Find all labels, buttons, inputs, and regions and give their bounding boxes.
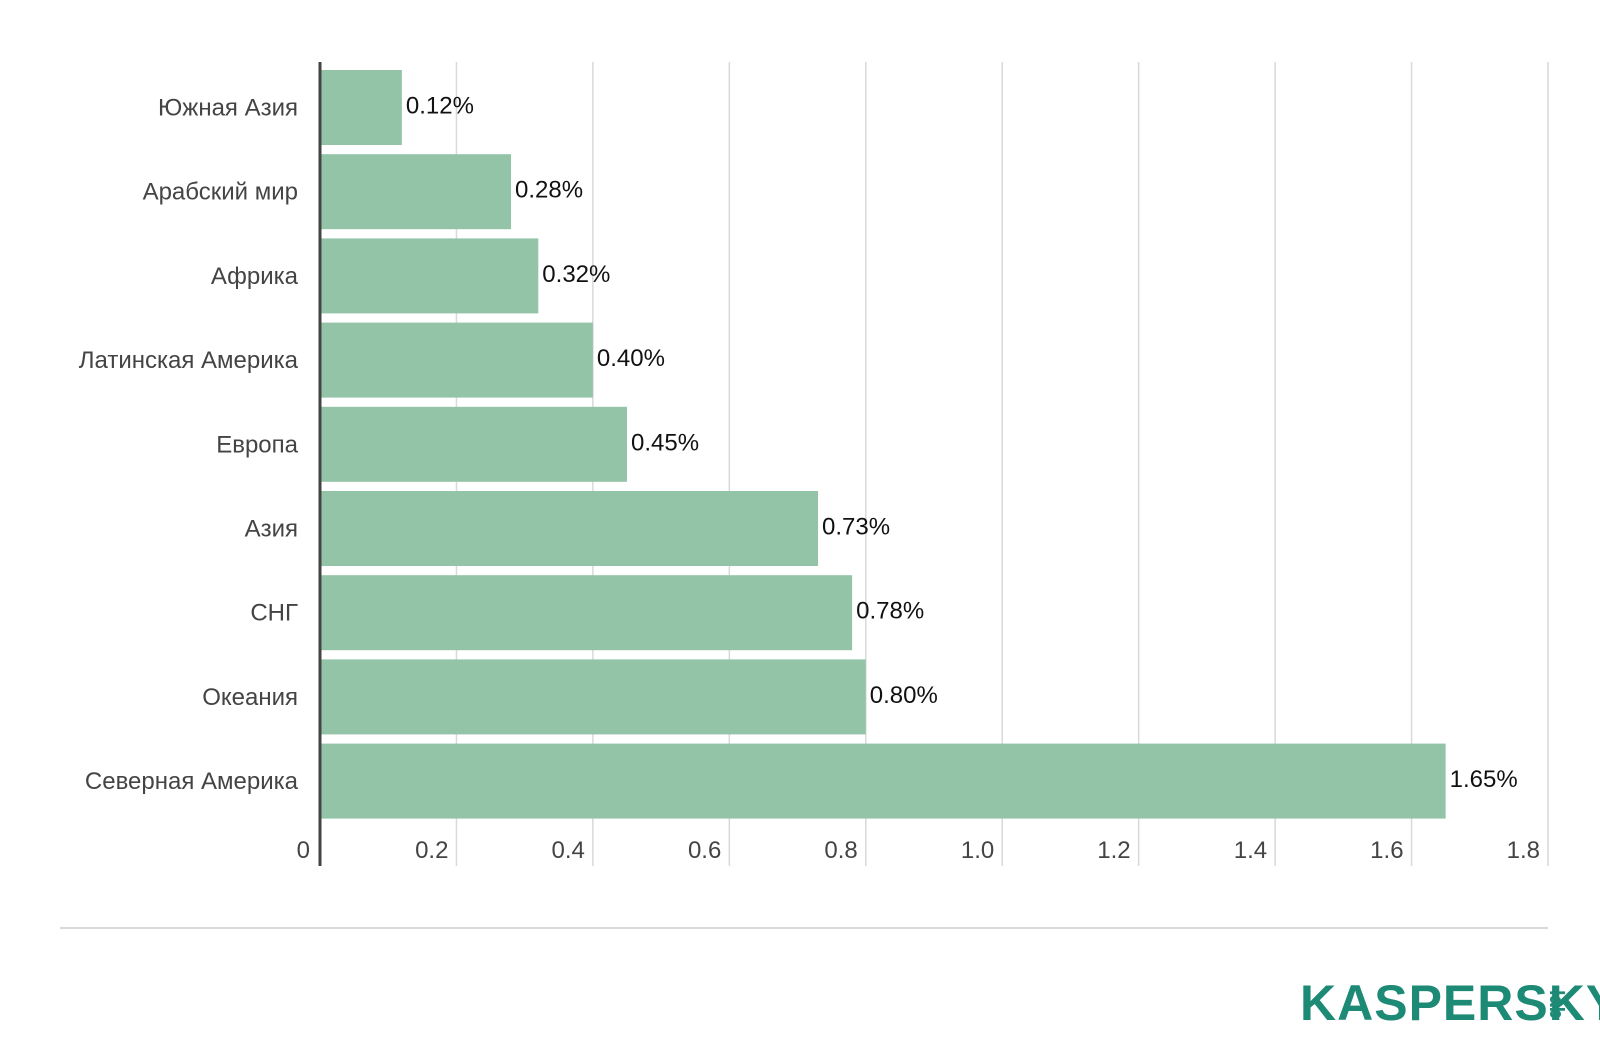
bar: [320, 238, 539, 314]
x-tick-label: 1.4: [1234, 837, 1267, 864]
data-label: 0.12%: [406, 93, 474, 120]
x-tick-label: 0: [297, 837, 310, 864]
bar: [320, 575, 853, 651]
data-label: 0.45%: [631, 429, 699, 456]
data-label: 0.40%: [597, 345, 665, 372]
x-tick-label: 0.4: [552, 837, 585, 864]
kaspersky-logo: KASPERSKY lab: [1300, 975, 1600, 1031]
category-label: СНГ: [250, 600, 298, 627]
category-label: Африка: [211, 263, 299, 290]
bar: [320, 743, 1446, 819]
category-label: Океания: [202, 684, 298, 711]
x-tick-label: 0.8: [824, 837, 857, 864]
kaspersky-logo-text: KASPERSKY: [1300, 975, 1600, 1031]
data-label: 0.28%: [515, 177, 583, 204]
x-tick-label: 1.0: [961, 837, 994, 864]
x-tick-label: 1.2: [1097, 837, 1130, 864]
kaspersky-logo-sub: lab: [1545, 990, 1567, 1019]
bar: [320, 154, 512, 230]
data-label: 0.32%: [542, 261, 610, 288]
category-label: Латинская Америка: [79, 347, 299, 374]
bar: [320, 70, 402, 145]
data-label: 0.73%: [822, 514, 890, 541]
data-label: 1.65%: [1450, 766, 1518, 793]
category-label: Азия: [245, 516, 298, 543]
x-tick-label: 0.6: [688, 837, 721, 864]
category-label: Северная Америка: [85, 768, 299, 795]
category-label: Южная Азия: [158, 95, 298, 122]
labels-layer: 0 0.2 0.4 0.6 0.8 1.0 1.2 1.4 1.6 1.8 Южная Азия 0.…: [79, 93, 1540, 865]
x-tick-label: 1.6: [1370, 837, 1403, 864]
data-label: 0.78%: [856, 598, 924, 625]
category-label: Европа: [216, 431, 298, 458]
x-tick-label: 1.8: [1507, 837, 1540, 864]
bar: [320, 322, 593, 398]
bars-layer: [320, 70, 1446, 819]
bar: [320, 491, 819, 566]
bar: [320, 406, 627, 482]
x-tick-label: 0.2: [415, 837, 448, 864]
data-label: 0.80%: [870, 682, 938, 709]
category-label: Арабский мир: [143, 179, 298, 206]
bar: [320, 659, 866, 735]
grid-layer: [455, 62, 1549, 866]
